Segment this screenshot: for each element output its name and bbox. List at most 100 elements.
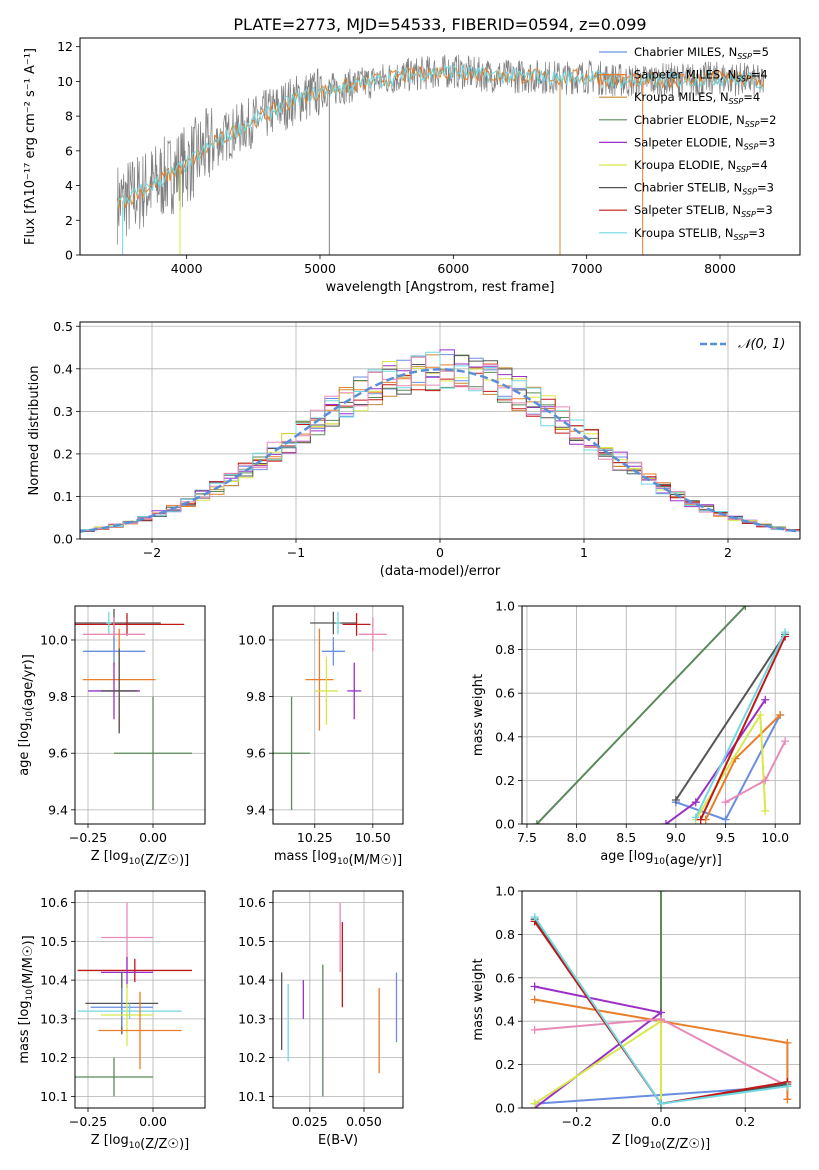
y-tick-label: 0.2 <box>53 446 73 461</box>
legend-label-sub: SSP <box>734 233 749 242</box>
label-part: mass weight <box>471 958 486 1040</box>
x-axis-label: Z [log10(Z/Z☉)] <box>91 1133 189 1152</box>
y-tick-label: 12 <box>57 39 73 54</box>
x-tick-label: 2 <box>724 545 732 560</box>
axes-frame <box>79 37 801 256</box>
y-tick-label: 10.6 <box>238 895 266 910</box>
label-part: E(B-V) <box>318 1133 358 1148</box>
axes-frame <box>74 605 206 825</box>
label-part: log <box>109 1133 129 1148</box>
label-part: Z [ <box>91 1133 109 1148</box>
y-tick-label: 10.4 <box>40 973 68 988</box>
x-tick-label: 0.00 <box>139 1114 167 1129</box>
axes-frame <box>272 605 404 825</box>
legend-label-tail: =5 <box>752 45 769 59</box>
label-part: (age/yr)] <box>665 853 722 868</box>
legend-label-main: Kroupa STELIB, N <box>634 226 734 240</box>
y-tick-label: 9.6 <box>48 746 68 761</box>
errorbar-point <box>321 637 345 666</box>
weight-marker <box>783 1095 792 1104</box>
y-tick-label: 10.2 <box>238 1050 266 1065</box>
legend-label-main: Salpeter MILES, N <box>634 68 736 82</box>
x-tick-label: −0.25 <box>69 830 107 845</box>
plot-area-age_vs_Z <box>75 608 192 810</box>
y-tick-label: 0.8 <box>495 927 515 942</box>
y-tick-label: 10.0 <box>238 632 266 647</box>
legend-label: Salpeter STELIB, NSSP=3 <box>634 203 773 219</box>
weight-series-line <box>675 633 786 801</box>
x-tick-label: 4000 <box>171 261 203 276</box>
plot-area-weight_vs_age <box>532 606 790 824</box>
y-tick-label: 9.8 <box>246 689 266 704</box>
legend-label-main: Salpeter ELODIE, N <box>634 135 744 149</box>
weight-marker <box>661 820 670 824</box>
weight-marker <box>721 815 730 824</box>
x-tick-label: 1 <box>580 545 588 560</box>
legend-label: Salpeter ELODIE, NSSP=3 <box>634 135 775 151</box>
x-tick-label: 8.0 <box>567 830 587 845</box>
legend-label-tail: =4 <box>751 158 768 172</box>
label-part: age [ <box>600 849 633 864</box>
weight-marker <box>721 798 730 807</box>
y-tick-label: 0.4 <box>495 729 515 744</box>
histogram-series <box>80 356 800 533</box>
weight-marker <box>530 1099 539 1108</box>
panel-age_vs_mass: 10.25 10.50 9.4 9.6 9.8 10.0 mass [log10(M/M☉)… <box>238 605 404 868</box>
y-tick-label: 10.3 <box>238 1011 266 1026</box>
x-tick-label: −0.2 <box>562 1114 592 1129</box>
y-tick-label: 10 <box>57 74 73 89</box>
legend-label: Chabrier MILES, NSSP=5 <box>634 45 769 61</box>
x-tick-label: 5000 <box>304 261 336 276</box>
panel-spectrum: 4000 5000 6000 7000 8000 0 2 4 6 8 10 12 wavelength … <box>23 37 801 295</box>
histogram-series <box>80 349 800 534</box>
y-tick-label: 1.0 <box>495 884 515 899</box>
legend-label-main: Chabrier STELIB, N <box>634 181 742 195</box>
weight-series-line <box>534 1019 662 1105</box>
y-tick-label: 0.4 <box>495 1014 515 1029</box>
y-tick-label: 9.4 <box>48 802 68 817</box>
y-tick-label: 6 <box>65 143 73 158</box>
errorbar-point <box>75 1057 153 1097</box>
legend-label: Salpeter MILES, NSSP=4 <box>634 68 768 84</box>
label-part: log <box>630 1133 650 1148</box>
y-tick-label: 0.0 <box>53 532 73 547</box>
weight-marker <box>741 606 750 610</box>
axes-frame <box>521 890 801 1109</box>
panel-weight_vs_age: 7.5 8.0 8.5 9.0 9.5 10.0 0.0 0.2 0.4 0.6 0.8 1.0 age… <box>471 599 801 868</box>
errorbar-point <box>75 613 185 636</box>
x-tick-label: 10.25 <box>297 830 333 845</box>
label-part: (Z/Z☉)] <box>661 1137 710 1152</box>
x-tick-label: −0.25 <box>69 1114 107 1129</box>
legend-label-sub: SSP <box>744 142 759 151</box>
y-tick-label: 9.4 <box>246 802 266 817</box>
legend-label-tail: =3 <box>758 135 775 149</box>
legend-label: Kroupa MILES, NSSP=4 <box>634 90 760 106</box>
label-part: Flux [fλ10⁻¹⁷ erg cm⁻² s⁻¹ A⁻¹] <box>23 48 38 245</box>
legend-label-sub: SSP <box>736 75 751 84</box>
label-part: (age/yr)] <box>21 654 36 711</box>
legend-label-main: Chabrier MILES, N <box>634 45 737 59</box>
weight-marker <box>776 711 785 719</box>
weight-marker <box>530 913 539 922</box>
y-tick-label: 9.6 <box>246 746 266 761</box>
label-sub: 10 <box>129 1141 141 1151</box>
label-part: Z [ <box>91 849 109 864</box>
legend-label-sub: SSP <box>745 120 760 129</box>
plot-area-mass_vs_ebv <box>281 902 398 1097</box>
y-axis-label: mass [log10(M/M☉)] <box>17 935 36 1063</box>
weight-marker <box>530 982 539 991</box>
spectrum-data-line <box>116 54 765 245</box>
normal-curve <box>80 368 800 533</box>
legend-label-tail: =3 <box>756 203 773 217</box>
weight-marker <box>657 1099 665 1108</box>
errorbar-point <box>358 617 387 652</box>
x-axis-label: (data-model)/error <box>380 564 501 579</box>
legend-label-main: Salpeter STELIB, N <box>634 203 741 217</box>
y-tick-label: 9.8 <box>48 689 68 704</box>
y-axis-label: Flux [fλ10⁻¹⁷ erg cm⁻² s⁻¹ A⁻¹] <box>23 48 38 245</box>
errorbar-point <box>342 613 371 636</box>
label-part: (Z/Z☉)] <box>140 853 189 868</box>
x-tick-label: 0.025 <box>292 1114 328 1129</box>
x-axis-label: E(B-V) <box>318 1133 358 1148</box>
